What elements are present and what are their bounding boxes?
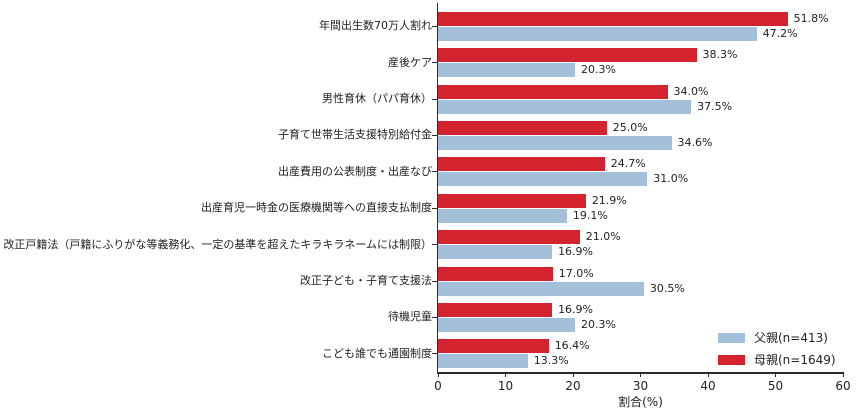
legend-label-father: 父親(n=413) <box>754 331 828 345</box>
bar-father <box>438 317 576 332</box>
value-label-father: 37.5% <box>697 99 733 113</box>
value-label-father: 30.5% <box>649 281 685 295</box>
value-label-mother: 24.7% <box>610 157 646 171</box>
value-label-father: 20.3% <box>581 317 616 331</box>
x-tick <box>437 372 439 377</box>
bar-mother <box>438 302 553 317</box>
bar-mother <box>438 230 580 245</box>
bar-father <box>438 63 576 78</box>
category-label: 産後ケア <box>388 55 432 69</box>
category-label: 改正戸籍法（戸籍にふりがな等義務化、一定の基準を超えたキラキラネームには制限） <box>3 237 432 251</box>
x-tick <box>640 372 641 377</box>
x-axis-line <box>436 372 843 374</box>
value-label-mother: 21.9% <box>591 193 627 207</box>
bar-father <box>438 99 692 114</box>
y-tick <box>432 280 437 282</box>
value-label-mother: 21.0% <box>585 230 621 244</box>
y-tick <box>432 62 437 64</box>
bar-mother <box>438 157 605 172</box>
category-label: 男性育休（パパ育休） <box>322 92 432 105</box>
y-tick <box>432 316 437 318</box>
x-tick <box>572 372 574 377</box>
category-label: 子育て世帯生活支援特別給付金 <box>278 128 432 142</box>
bar-father <box>438 208 567 223</box>
category-label: 出産育児一時金の医療機関等への直接支払制度 <box>201 201 432 215</box>
value-label-father: 20.3% <box>581 63 616 77</box>
bar-father <box>438 135 672 150</box>
legend-swatch-mother-icon <box>718 354 745 365</box>
y-axis-line <box>436 3 438 374</box>
x-tick-label: 50 <box>767 379 784 393</box>
value-label-mother: 17.0% <box>558 266 594 280</box>
x-tick-label: 20 <box>565 379 581 393</box>
legend-label-mother: 母親(n=1649) <box>754 353 836 367</box>
x-tick-label: 10 <box>497 379 514 393</box>
y-tick <box>432 353 437 355</box>
bar-mother <box>438 84 668 99</box>
y-tick <box>432 134 437 136</box>
x-tick <box>707 372 709 377</box>
value-label-father: 47.2% <box>762 26 798 40</box>
category-label: 改正子ども・子育て支援法 <box>300 274 432 287</box>
x-tick-label: 30 <box>632 379 649 393</box>
bar-father <box>438 172 648 187</box>
x-tick <box>505 372 506 377</box>
y-tick <box>432 244 437 246</box>
value-label-father: 31.0% <box>653 172 689 186</box>
value-label-father: 16.9% <box>558 245 594 259</box>
category-label: 待機児童 <box>388 310 432 324</box>
bar-mother <box>438 48 697 63</box>
legend-swatch-father-icon <box>718 332 745 343</box>
x-tick <box>775 372 776 377</box>
x-tick <box>842 372 844 377</box>
bar-father <box>438 245 553 260</box>
bar-father <box>438 26 757 41</box>
value-label-father: 13.3% <box>533 354 569 368</box>
bar-mother <box>438 266 553 281</box>
y-tick <box>432 98 437 100</box>
value-label-mother: 38.3% <box>702 48 738 62</box>
x-tick-label: 40 <box>700 379 716 393</box>
value-label-mother: 16.9% <box>558 302 594 316</box>
category-label: 年間出生数70万人割れ <box>319 19 432 33</box>
category-label: 出産費用の公表制度・出産なび <box>278 164 432 178</box>
value-label-mother: 51.8% <box>793 11 829 25</box>
value-label-father: 34.6% <box>677 135 713 149</box>
legend-item-father: 父親(n=413) <box>718 329 836 346</box>
bar-mother <box>438 193 586 208</box>
x-axis-title: 割合(%) <box>618 395 663 409</box>
bar-father <box>438 354 528 369</box>
value-label-mother: 16.4% <box>554 339 590 353</box>
bar-father <box>438 281 644 296</box>
category-label: こども誰でも通園制度 <box>322 346 432 360</box>
y-tick <box>432 207 437 209</box>
value-label-mother: 25.0% <box>612 120 648 134</box>
y-tick <box>432 171 437 173</box>
bar-mother <box>438 339 549 354</box>
x-tick-label: 60 <box>835 379 851 393</box>
bar-mother <box>438 120 607 135</box>
y-tick <box>432 25 437 27</box>
legend: 父親(n=413) 母親(n=1649) <box>718 329 836 368</box>
value-label-father: 19.1% <box>572 208 608 222</box>
bar-mother <box>438 11 788 26</box>
legend-item-mother: 母親(n=1649) <box>718 351 836 368</box>
value-label-mother: 34.0% <box>673 84 709 98</box>
x-tick-label: 0 <box>434 379 442 393</box>
